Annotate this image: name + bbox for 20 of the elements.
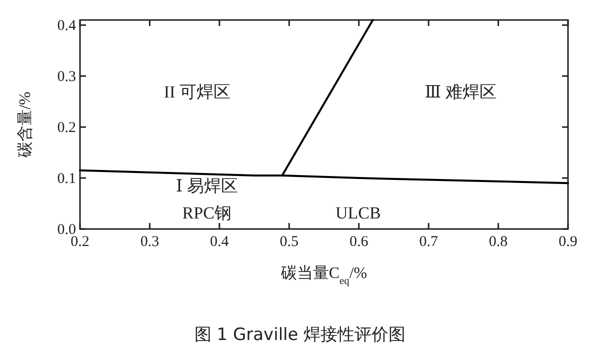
y-tick-label: 0.3	[57, 69, 76, 86]
annotation: ULCB	[335, 204, 381, 223]
x-tick-label: 0.9	[558, 234, 578, 250]
annotation: Ⅲ 难焊区	[424, 82, 496, 102]
x-tick-label: 0.4	[210, 234, 230, 250]
annotation: II 可焊区	[164, 82, 230, 102]
x-axis-title: 碳当量C$_{eq}$/%	[280, 264, 368, 286]
annotation: Ⅰ 易焊区	[176, 176, 238, 196]
annotation: RPC钢	[182, 204, 232, 223]
x-tick-label: 0.3	[140, 234, 160, 250]
x-tick-label: 0.7	[419, 234, 438, 250]
y-tick-label: 0.1	[57, 171, 76, 188]
y-axis-title: 碳含量/%	[16, 92, 34, 158]
x-tick-label: 0.2	[70, 234, 90, 250]
text: 图 1 Graville 焊接性评价图	[194, 325, 406, 345]
y-tick-label: 0.2	[57, 120, 76, 136]
y-tick-label: 0.4	[57, 18, 76, 34]
x-tick-label: 0.8	[488, 234, 508, 250]
x-tick-label: 0.5	[280, 234, 299, 250]
x-tick-label: 0.6	[349, 234, 369, 250]
